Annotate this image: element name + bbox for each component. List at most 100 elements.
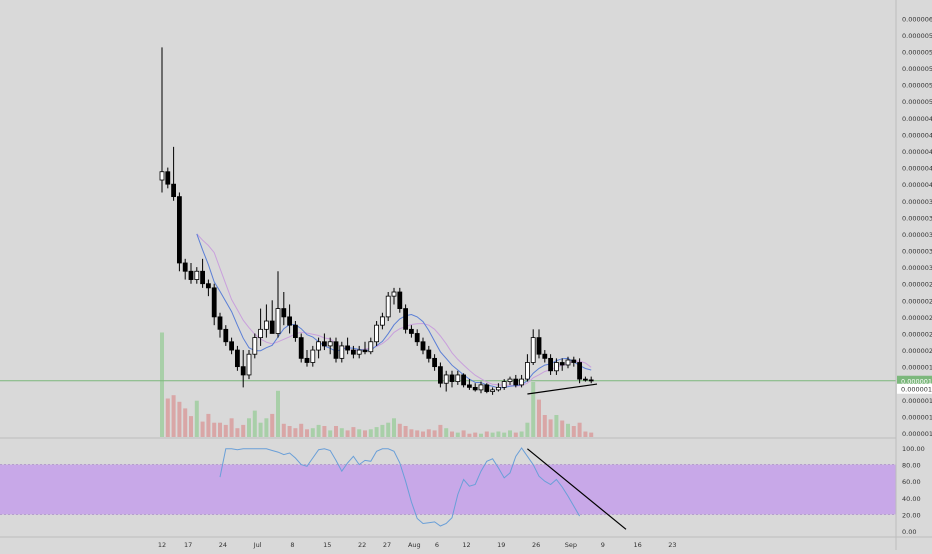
candle-body	[188, 270, 194, 280]
price-tick-label: 0.00000480	[902, 115, 932, 123]
volume-bar	[235, 428, 240, 437]
candle-body	[194, 270, 200, 280]
volume-bar	[537, 399, 541, 437]
volume-bar	[258, 422, 263, 437]
volume-bar	[432, 430, 437, 437]
time-tick-label: 19	[497, 541, 505, 549]
candle-body	[287, 316, 293, 326]
candle-body	[484, 384, 490, 392]
current-price-label-bg	[897, 375, 932, 386]
price-tick-label: 0.00000320	[902, 248, 932, 256]
volume-bar	[496, 431, 501, 437]
volume-bar	[293, 428, 298, 437]
volume-bar	[171, 395, 176, 437]
candle-body	[414, 333, 420, 343]
volume-bar	[386, 422, 391, 437]
price-trendline	[527, 383, 598, 395]
candle-body	[362, 349, 368, 353]
candle-body	[211, 287, 217, 318]
candle-body	[559, 362, 565, 366]
candle-body	[263, 320, 269, 330]
volume-bar	[270, 413, 275, 437]
volume-bar	[299, 423, 304, 437]
time-tick-label: Sep	[565, 541, 577, 549]
candle-body	[507, 378, 513, 382]
candle-body	[333, 341, 339, 359]
volume-bar	[200, 421, 205, 437]
volume-bar	[566, 423, 570, 437]
volume-bar	[467, 433, 472, 437]
price-tick-label: 0.00000120	[902, 413, 932, 421]
volume-bar	[397, 423, 402, 437]
volume-bar	[363, 430, 367, 437]
volume-bar	[577, 422, 582, 437]
candle-body	[461, 374, 467, 386]
candle-body	[513, 378, 519, 386]
volume-bar	[374, 427, 379, 437]
candle-body	[432, 357, 438, 368]
price-tick-label: 0.00000440	[902, 148, 932, 156]
candle-body	[565, 359, 571, 366]
candle-body	[182, 262, 188, 272]
volume-bar	[531, 382, 536, 437]
volume-bar	[189, 416, 193, 437]
volume-bar	[339, 428, 344, 437]
candle-body	[472, 386, 478, 391]
candle-body	[217, 316, 223, 330]
time-tick-label: 17	[184, 541, 192, 549]
candle-body	[437, 366, 443, 384]
price-tick-label: 0.00000580	[902, 32, 932, 40]
candle-body	[310, 349, 316, 363]
time-tick-label: 15	[323, 541, 331, 549]
volume-bar	[229, 418, 234, 437]
candle-body	[223, 328, 229, 343]
volume-bar	[223, 424, 228, 437]
candle-body	[345, 345, 351, 351]
price-tick-label: 0.00000280	[902, 281, 932, 289]
candle-body	[159, 171, 165, 181]
oscillator-trendline	[527, 448, 627, 530]
volume-bar	[583, 431, 588, 437]
price-tick-label: 0.00000260	[902, 297, 932, 305]
volume-bar	[450, 431, 454, 437]
time-tick-label: 24	[219, 541, 227, 549]
oscillator-tick-label: 40.00	[902, 495, 921, 503]
candle-body	[327, 341, 333, 347]
volume-bar	[392, 418, 396, 437]
volume-bar	[461, 430, 466, 437]
candle-body	[205, 283, 211, 289]
price-tick-label: 0.00000540	[902, 65, 932, 73]
volume-bar	[403, 426, 408, 437]
price-tick-label: 0.00000200	[902, 347, 932, 355]
volume-bar	[455, 432, 460, 437]
candle-body	[397, 291, 403, 309]
price-tick-label: 0.00000180	[902, 364, 932, 372]
price-tick-label: 0.00000300	[902, 264, 932, 272]
candle-body	[171, 183, 177, 198]
price-tick-label: 0.00000460	[902, 131, 932, 139]
candle-body	[292, 324, 298, 339]
volume-bar	[345, 430, 350, 437]
oscillator-tick-label: 80.00	[902, 462, 921, 470]
candle-body	[339, 345, 345, 359]
volume-bar	[247, 418, 251, 437]
candle-body	[374, 324, 380, 343]
trendline-layer	[527, 383, 598, 395]
price-tick-label: 0.00000220	[902, 330, 932, 338]
candle-body	[252, 337, 258, 355]
candle-body	[501, 381, 507, 388]
oscillator-tick-label: 0.00	[902, 528, 916, 536]
current-price-label: 0.00000163	[901, 378, 932, 386]
candle-body	[583, 378, 588, 381]
volume-bar	[415, 430, 420, 437]
candles-layer	[159, 47, 594, 395]
volume-bar	[218, 422, 222, 437]
candle-body	[408, 328, 414, 334]
oscillator-band	[0, 464, 896, 515]
time-tick-label: Aug	[408, 541, 421, 549]
candle-body	[385, 295, 391, 318]
time-tick-label: 12	[158, 541, 166, 549]
